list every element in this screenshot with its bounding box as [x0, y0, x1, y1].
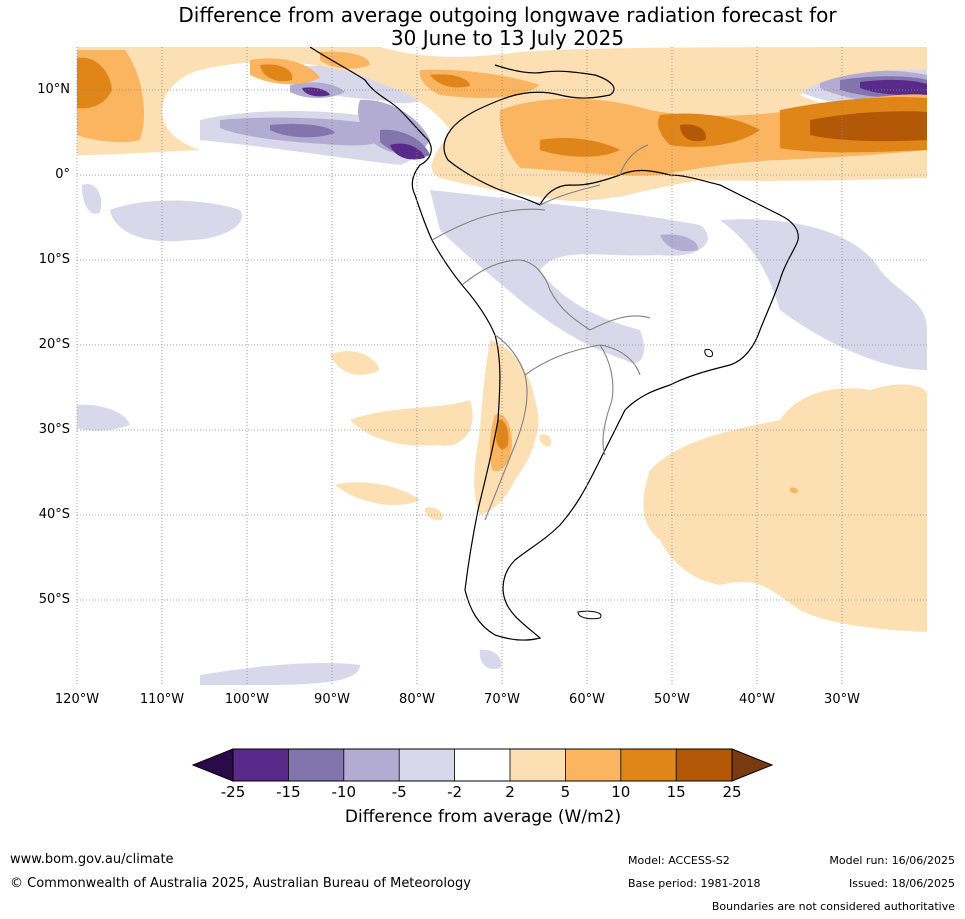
- website-link[interactable]: www.bom.gov.au/climate: [10, 852, 174, 867]
- lon-tick-label: 110°W: [139, 692, 185, 707]
- base-period: Base period: 1981-2018: [628, 877, 761, 890]
- colorbar-swatch: [565, 749, 621, 781]
- map-title: Difference from average outgoing longwav…: [0, 4, 965, 50]
- boundaries-disclaimer: Boundaries are not considered authoritat…: [711, 900, 955, 913]
- title-line-2: 30 June to 13 July 2025: [390, 26, 625, 50]
- lat-tick-label: 10°N: [37, 82, 70, 97]
- lat-tick-label: 30°S: [38, 422, 70, 437]
- lat-tick-label: 50°S: [38, 592, 70, 607]
- colorbar-label: Difference from average (W/m2): [344, 807, 622, 827]
- colorbar-tick-label: -15: [276, 783, 301, 801]
- colorbar-swatch: [399, 749, 455, 781]
- colorbar-tick-label: 15: [666, 783, 686, 801]
- title-line-1: Difference from average outgoing longwav…: [178, 3, 837, 27]
- coastlines: [309, 47, 799, 641]
- colorbar-tick-label: -2: [447, 783, 463, 801]
- lon-tick-label: 80°W: [399, 692, 435, 707]
- lon-tick-label: 30°W: [824, 692, 860, 707]
- lon-tick-label: 40°W: [739, 692, 775, 707]
- model-run-date: Model run: 16/06/2025: [829, 854, 955, 867]
- colorbar-tick-label: 5: [560, 783, 571, 801]
- lat-tick-label: 40°S: [38, 507, 70, 522]
- lon-tick-label: 100°W: [224, 692, 270, 707]
- lon-tick-label: 90°W: [314, 692, 350, 707]
- colorbar-swatch: [676, 749, 732, 781]
- colorbar-swatch: [620, 749, 677, 781]
- lon-tick-label: 120°W: [54, 692, 100, 707]
- lon-tick-label: 70°W: [484, 692, 520, 707]
- model-name: Model: ACCESS-S2: [628, 854, 730, 867]
- colorbar-tick-label: 2: [505, 783, 515, 801]
- colorbar: [191, 748, 774, 782]
- colorbar-swatch: [233, 749, 289, 781]
- colorbar-swatch: [343, 749, 400, 781]
- colorbar-swatch: [288, 749, 344, 781]
- colorbar-tick-label: -25: [220, 783, 246, 801]
- lon-tick-label: 60°W: [569, 692, 605, 707]
- lat-tick-label: 0°: [55, 167, 70, 182]
- anomaly-band-pos-very-strong: [680, 111, 927, 142]
- colorbar-tick-label: 10: [611, 783, 631, 801]
- colorbar-tick-label: 25: [722, 783, 742, 801]
- lat-tick-label: 10°S: [38, 252, 70, 267]
- country-borders: [431, 144, 651, 521]
- colorbar-swatch: [454, 749, 510, 781]
- lon-tick-label: 50°W: [654, 692, 690, 707]
- gridlines: [76, 47, 927, 685]
- lat-tick-label: 20°S: [38, 337, 70, 352]
- issued-date: Issued: 18/06/2025: [848, 877, 955, 890]
- colorbar-extend-low: [191, 748, 234, 782]
- colorbar-swatch: [510, 749, 566, 781]
- colorbar-extend-high: [731, 748, 774, 782]
- colorbar-tick-label: -10: [331, 783, 357, 801]
- olr-anomaly-field: [77, 47, 927, 685]
- copyright-text: © Commonwealth of Australia 2025, Austra…: [10, 876, 471, 891]
- colorbar-tick-label: -5: [391, 783, 407, 801]
